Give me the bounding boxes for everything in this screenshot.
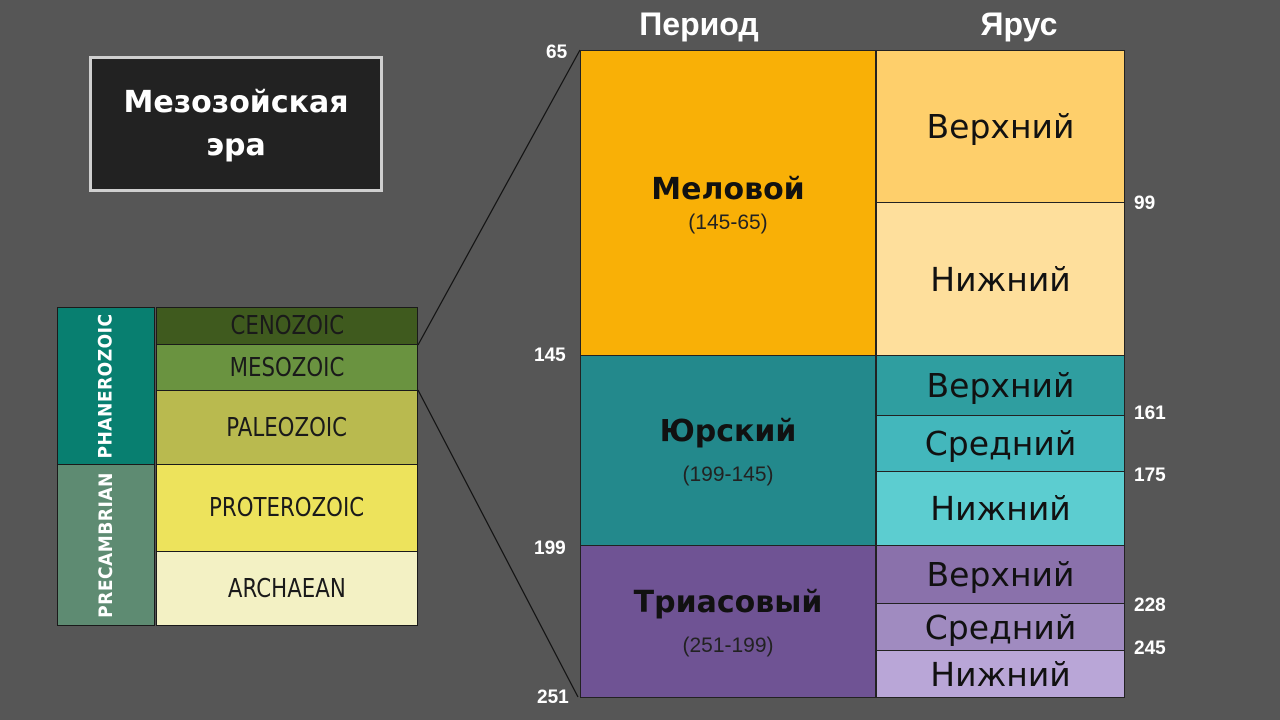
period-range: (199-145) (682, 463, 774, 486)
stage-label: Нижний (930, 489, 1071, 528)
stage-jurassic-upper: Верхний (876, 355, 1125, 416)
period-range: (251-199) (682, 634, 774, 657)
header-period: Период (639, 6, 759, 42)
era-label-archaean: ARCHAEAN (228, 573, 346, 604)
stage-triassic-upper: Верхний (876, 545, 1125, 604)
era-paleozoic: PALEOZOIC (156, 390, 418, 465)
era-label-cenozoic: CENOZOIC (230, 311, 344, 341)
period-range: (145-65) (688, 210, 768, 234)
period-name: Юрский (659, 414, 797, 449)
eon-label-precambrian: PRECAMBRIAN (95, 472, 117, 618)
eon-precambrian: PRECAMBRIAN (57, 464, 155, 626)
era-label-paleozoic: PALEOZOIC (226, 412, 348, 443)
stage-cretaceous-upper: Верхний (876, 50, 1125, 203)
stage-cretaceous-lower: Нижний (876, 202, 1125, 356)
era-title: Мезозойская эра (123, 84, 349, 164)
stage-label: Верхний (926, 555, 1075, 594)
stage-label: Средний (924, 424, 1077, 463)
eon-phanerozoic: PHANEROZOIC (57, 307, 155, 465)
stage-triassic-lower: Нижний (876, 650, 1125, 698)
era-label-proterozoic: PROTEROZOIC (209, 493, 365, 523)
connector-line-top (417, 49, 581, 346)
period-name: Меловой (651, 171, 805, 207)
period-triassic: Триасовый (251-199) (580, 545, 876, 698)
age-label-65: 65 (546, 42, 568, 63)
age-label-228: 228 (1134, 595, 1166, 616)
age-label-175: 175 (1134, 465, 1166, 486)
age-label-145: 145 (534, 345, 566, 366)
age-label-161: 161 (1134, 403, 1166, 424)
age-label-251: 251 (537, 687, 569, 708)
stage-label: Нижний (930, 259, 1071, 299)
era-mesozoic: MESOZOIC (156, 344, 418, 391)
stage-label: Нижний (930, 654, 1071, 694)
era-cenozoic: CENOZOIC (156, 307, 418, 345)
era-proterozoic: PROTEROZOIC (156, 464, 418, 552)
age-label-245: 245 (1134, 638, 1166, 659)
stage-jurassic-middle: Средний (876, 415, 1125, 472)
era-title-box: Мезозойская эра (89, 56, 383, 192)
period-jurassic: Юрский (199-145) (580, 355, 876, 546)
period-name: Триасовый (633, 585, 823, 620)
eon-label-phanerozoic: PHANEROZOIC (95, 313, 117, 459)
stage-triassic-middle: Средний (876, 603, 1125, 651)
era-label-mesozoic: MESOZOIC (229, 352, 345, 383)
age-label-99: 99 (1134, 193, 1156, 214)
era-archaean: ARCHAEAN (156, 551, 418, 626)
stage-label: Верхний (926, 107, 1075, 146)
stage-jurassic-lower: Нижний (876, 471, 1125, 546)
connector-line-bottom (417, 389, 579, 698)
period-cretaceous: Меловой (145-65) (580, 50, 876, 356)
age-label-199: 199 (534, 538, 566, 559)
stage-label: Верхний (926, 366, 1075, 405)
stage-label: Средний (924, 607, 1077, 647)
header-stage: Ярус (980, 6, 1058, 42)
